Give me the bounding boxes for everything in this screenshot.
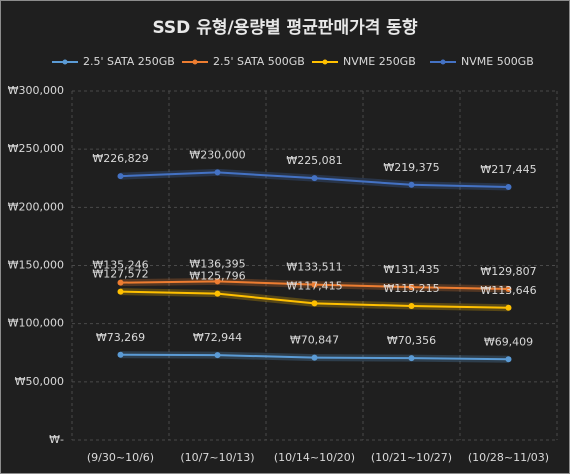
data-label: ₩115,215	[383, 282, 439, 295]
y-tick-label: ₩200,000	[8, 200, 64, 213]
data-point	[117, 288, 124, 295]
data-point	[408, 284, 415, 291]
data-label: ₩127,572	[92, 268, 148, 281]
data-label: ₩72,944	[193, 331, 242, 344]
legend-marker	[322, 59, 328, 65]
chart-title: SSD 유형/용량별 평균판매가격 동향	[152, 17, 417, 38]
data-label: ₩135,246	[92, 259, 148, 272]
data-point	[505, 356, 512, 363]
data-point	[311, 300, 318, 307]
data-label: ₩225,081	[286, 154, 342, 167]
legend-label: 2.5' SATA 500GB	[213, 55, 305, 68]
data-label: ₩129,807	[480, 265, 536, 278]
data-point	[311, 175, 318, 182]
data-point	[214, 278, 221, 285]
x-tick-label: (10/7~10/13)	[180, 451, 254, 464]
data-point	[214, 169, 221, 176]
data-point	[311, 281, 318, 288]
data-label: ₩70,847	[290, 334, 339, 347]
y-tick-label: ₩50,000	[15, 375, 64, 388]
data-label: ₩230,000	[189, 148, 245, 161]
y-tick-label: ₩150,000	[8, 259, 64, 272]
data-point	[505, 285, 512, 292]
data-label: ₩70,356	[387, 334, 436, 347]
data-label: ₩136,395	[189, 257, 245, 270]
x-tick-label: (10/28~11/03)	[468, 451, 549, 464]
y-tick-label: ₩250,000	[8, 142, 64, 155]
x-tick-label: (10/14~10/20)	[274, 451, 355, 464]
data-label: ₩113,646	[480, 284, 536, 297]
data-label: ₩73,269	[96, 331, 145, 344]
y-tick-label: ₩100,000	[8, 317, 64, 330]
legend-label: 2.5' SATA 250GB	[83, 55, 175, 68]
data-point	[408, 181, 415, 188]
data-label: ₩219,375	[383, 161, 439, 174]
data-point	[117, 351, 124, 358]
data-point	[117, 173, 124, 180]
legend-marker	[440, 59, 446, 65]
data-point	[505, 304, 512, 311]
legend-marker	[62, 59, 68, 65]
data-point	[117, 279, 124, 286]
data-point	[214, 352, 221, 359]
data-point	[505, 184, 512, 191]
data-point	[408, 355, 415, 362]
y-tick-label: ₩300,000	[8, 84, 64, 97]
legend-label: NVME 500GB	[461, 55, 534, 68]
data-label: ₩226,829	[92, 152, 148, 165]
data-label: ₩125,796	[189, 270, 245, 283]
x-tick-label: (10/21~10/27)	[371, 451, 452, 464]
data-label: ₩217,445	[480, 163, 536, 176]
data-label: ₩117,415	[286, 279, 342, 292]
x-tick-label: (9/30~10/6)	[87, 451, 154, 464]
legend-marker	[192, 59, 198, 65]
data-label: ₩133,511	[286, 261, 342, 274]
data-point	[311, 354, 318, 361]
y-tick-label: ₩-	[49, 433, 64, 446]
data-label: ₩69,409	[484, 335, 533, 348]
data-point	[214, 290, 221, 297]
data-label: ₩131,435	[383, 263, 439, 276]
data-point	[408, 302, 415, 309]
legend-label: NVME 250GB	[343, 55, 416, 68]
